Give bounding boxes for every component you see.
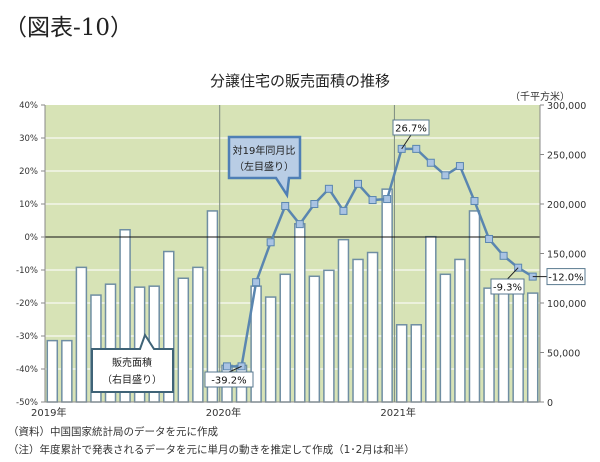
- left-axis-tick: 30%: [19, 134, 38, 144]
- bar-sales-area: [279, 273, 291, 403]
- data-label-2021-09-leader: [507, 267, 519, 280]
- left-axis-tick: -50%: [16, 398, 38, 408]
- bar-sales-area: [177, 277, 190, 403]
- left-axis-tick: 40%: [19, 101, 38, 111]
- right-axis-tick: 200,000: [547, 200, 586, 211]
- line-marker: [281, 201, 290, 210]
- bar-sales-area: [61, 339, 73, 403]
- right-axis-tick: 300,000: [547, 101, 586, 112]
- bar-sales-area: [526, 292, 539, 403]
- bar-sales-area: [352, 258, 364, 403]
- data-label-2021-10-box: [546, 268, 586, 286]
- line-marker: [324, 184, 333, 193]
- year-label: 2020年: [206, 406, 241, 419]
- line-marker: [252, 278, 261, 287]
- data-label-2021-09: -9.3%: [493, 283, 522, 294]
- bar-sales-area: [395, 324, 408, 403]
- year-label: 2021年: [380, 406, 415, 419]
- figure-number: （図表-10）: [4, 15, 134, 41]
- legend-callout-line: [227, 135, 302, 199]
- bar-sales-area: [497, 290, 510, 403]
- legend-bar-name: 販売面積: [112, 356, 152, 369]
- left-axis-tick: -20%: [16, 299, 38, 309]
- line-marker: [383, 195, 392, 204]
- right-axis-tick: 50,000: [547, 349, 580, 360]
- line-marker: [426, 158, 435, 167]
- right-axis-tick: 150,000: [547, 250, 586, 261]
- left-axis-tick: -40%: [16, 365, 38, 375]
- bar-sales-area: [468, 210, 481, 403]
- left-axis-tick: -10%: [16, 266, 38, 276]
- data-label-2021-10: -12.0%: [548, 273, 583, 284]
- legend-line-name: 対19年同月比: [233, 144, 296, 157]
- bar-sales-area: [337, 238, 350, 403]
- legend-line-axis: （左目盛り）: [234, 160, 294, 173]
- bar-sales-area: [323, 269, 335, 403]
- legend-bar-axis: （右目盛り）: [102, 373, 162, 386]
- line-marker: [412, 144, 421, 153]
- left-axis-tick: 0%: [25, 233, 39, 243]
- chart-title: 分譲住宅の販売面積の推移: [209, 72, 390, 90]
- line-yoy: [226, 147, 534, 368]
- line-marker: [499, 251, 508, 260]
- data-label-2021-01-leader: [401, 134, 412, 150]
- right-axis-tick: 250,000: [547, 151, 586, 162]
- line-marker: [455, 162, 464, 171]
- data-label-2021-09-box: [490, 278, 525, 295]
- left-axis-tick: 20%: [19, 167, 38, 177]
- data-label-2020-02-leader: [228, 365, 242, 373]
- bar-sales-area: [410, 324, 422, 403]
- line-marker: [222, 362, 231, 371]
- data-label-2020-02: -39.2%: [211, 376, 246, 387]
- right-axis-tick: 100,000: [547, 299, 586, 310]
- bar-sales-area: [46, 339, 59, 403]
- bar-sales-area: [439, 273, 452, 403]
- bar-sales-area: [366, 251, 379, 403]
- right-axis-unit: （千平方米）: [510, 92, 570, 103]
- left-axis-tick: -30%: [16, 332, 38, 342]
- source-note: （資料）中国国家統計局のデータを元に作成: [8, 426, 218, 438]
- right-axis-tick: 0: [547, 398, 553, 409]
- bar-sales-area: [192, 266, 204, 403]
- line-marker: [339, 206, 348, 215]
- line-marker: [485, 234, 494, 243]
- line-marker: [295, 220, 304, 229]
- bar-sales-area: [381, 188, 393, 403]
- bar-sales-area: [512, 289, 524, 403]
- line-marker: [310, 200, 319, 208]
- bar-sales-area: [294, 223, 306, 403]
- bar-sales-area: [264, 296, 277, 403]
- footnote: （注）年度累計で発表されるデータを元に単月の動きを推定して作成（1･2月は和半）: [8, 444, 415, 456]
- bar-sales-area: [308, 275, 321, 403]
- year-label: 2019年: [31, 406, 66, 419]
- line-marker: [470, 197, 479, 206]
- data-label-2020-02-box: [204, 371, 254, 388]
- bar-sales-area: [454, 258, 466, 403]
- line-marker: [266, 238, 275, 247]
- data-label-2021-01: 26.7%: [395, 124, 427, 135]
- left-axis-tick: 10%: [19, 200, 38, 210]
- legend-callout-bar: [91, 332, 174, 393]
- data-label-2021-01-box: [392, 119, 430, 136]
- bar-sales-area: [483, 287, 495, 403]
- bar-sales-area: [75, 266, 88, 403]
- line-marker: [354, 179, 363, 188]
- line-marker: [368, 196, 377, 205]
- bar-sales-area: [425, 235, 437, 403]
- line-marker: [441, 171, 450, 180]
